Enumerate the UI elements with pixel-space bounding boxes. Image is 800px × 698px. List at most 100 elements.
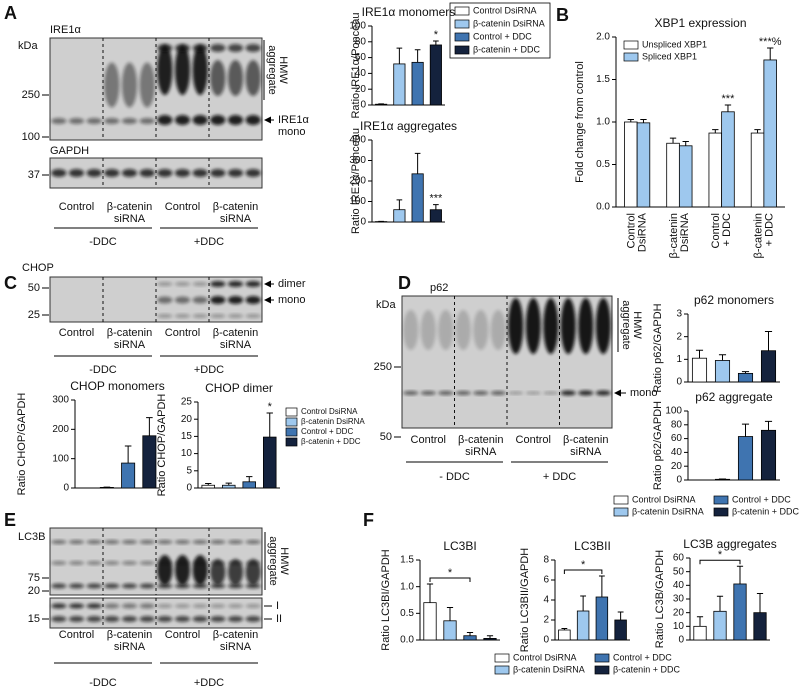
blot-band xyxy=(174,296,191,304)
bar xyxy=(714,360,731,383)
blot-band xyxy=(192,314,208,318)
chart-title: IRE1α monomers xyxy=(362,5,456,19)
blot-band xyxy=(157,616,173,622)
panel-label: D xyxy=(398,273,411,293)
lane-label: β-catenin xyxy=(563,434,608,446)
lane-label: siRNA xyxy=(570,446,602,458)
chart-title: LC3B aggregates xyxy=(683,537,776,551)
y-tick-label: 0.5 xyxy=(596,159,610,170)
significance-label: * xyxy=(434,29,439,41)
mw-marker: 15 xyxy=(28,613,40,625)
y-tick-label: 0 xyxy=(360,100,366,111)
y-tick-label: 60 xyxy=(671,433,683,444)
error-bar xyxy=(764,330,773,351)
y-axis-label: Ratio IRE1α/Ponceau xyxy=(350,12,362,118)
y-axis-label: Ratio p62/GAPDH xyxy=(652,401,664,490)
y-tick-label: 1.0 xyxy=(400,581,414,592)
blot-band xyxy=(104,603,120,609)
blot-band xyxy=(455,391,471,395)
y-tick-label: 100 xyxy=(665,406,682,417)
bar xyxy=(760,429,777,481)
y-tick-label: 20 xyxy=(181,414,193,425)
blot-band xyxy=(68,561,85,565)
blot-band xyxy=(121,583,138,589)
x-tick-label: β-catenin xyxy=(752,213,764,258)
blot-band xyxy=(86,603,102,609)
legend-label: Spliced XBP1 xyxy=(642,51,697,61)
blot-band xyxy=(51,603,67,609)
legend-label: β-catenin + DDC xyxy=(473,44,540,54)
band-label: II xyxy=(276,613,282,625)
blot-band xyxy=(403,310,419,350)
error-bar xyxy=(246,476,253,482)
blot-band xyxy=(192,555,208,585)
error-bar xyxy=(696,616,704,627)
mw-marker: 50 xyxy=(28,282,40,294)
legend-label: β-catenin DsiRNA xyxy=(301,417,365,426)
blot-band xyxy=(86,561,102,565)
legend-label: β-catenin DsiRNA xyxy=(473,18,545,28)
blot-band xyxy=(210,559,226,585)
error-bar xyxy=(741,423,750,437)
bar xyxy=(614,619,627,641)
blot-band xyxy=(227,169,244,177)
legend-swatch xyxy=(454,6,470,16)
lane-label: β-catenin xyxy=(213,629,258,641)
blot-band xyxy=(525,298,541,354)
y-tick-label: 20 xyxy=(355,84,367,95)
error-bar xyxy=(617,611,624,620)
legend-swatch xyxy=(594,653,610,663)
blot-band xyxy=(51,583,67,589)
lane-label: Control xyxy=(165,327,200,339)
blot-band xyxy=(245,616,261,622)
y-axis-label: Ratio CHOP/GAPDH xyxy=(156,394,168,497)
blot-band xyxy=(508,298,524,354)
blot-band xyxy=(157,169,173,177)
blot-band xyxy=(68,616,85,622)
blot-band xyxy=(595,390,611,396)
blot-band xyxy=(245,115,261,125)
blot-band xyxy=(157,604,173,608)
blot-band xyxy=(174,282,191,286)
blot-band xyxy=(157,282,173,286)
bar xyxy=(393,63,406,106)
blot-band xyxy=(543,298,559,354)
y-axis-label: Ratio LC3BI/GAPDH xyxy=(380,549,392,651)
blot-band xyxy=(68,603,85,609)
blot-band xyxy=(86,540,102,544)
blot-target: LC3B xyxy=(18,531,46,543)
lane-label: Control xyxy=(59,327,94,339)
error-bar xyxy=(446,606,454,621)
blot-band xyxy=(174,169,191,177)
legend-swatch xyxy=(454,19,470,29)
blot-band xyxy=(104,118,120,124)
lane-label: β-catenin xyxy=(213,201,258,213)
legend-label: β-catenin + DDC xyxy=(301,437,361,446)
arrow-label: mono xyxy=(278,294,306,306)
blot-band xyxy=(157,555,173,585)
legend-swatch xyxy=(285,427,298,437)
mw-marker: 250 xyxy=(22,89,40,101)
y-tick-label: 0 xyxy=(186,483,192,494)
blot-band xyxy=(420,391,436,395)
lane-label: β-catenin xyxy=(107,629,152,641)
blot-band xyxy=(86,169,102,177)
condition-label: +DDC xyxy=(194,677,224,689)
y-tick-label: 100 xyxy=(349,196,366,207)
blot-band xyxy=(578,390,594,396)
lane-label: β-catenin xyxy=(458,434,503,446)
mw-marker: 250 xyxy=(374,361,392,373)
blot-band xyxy=(192,616,208,622)
significance-label: *** xyxy=(429,192,443,204)
blot-band xyxy=(157,45,173,95)
lane-label: Control xyxy=(165,629,200,641)
y-tick-label: 400 xyxy=(349,135,366,146)
blot-band xyxy=(210,281,226,287)
blot-band xyxy=(245,559,261,585)
blot-band xyxy=(490,391,506,395)
bar xyxy=(142,435,157,489)
lane-label: siRNA xyxy=(465,446,497,458)
mw-marker: 37 xyxy=(28,169,40,181)
blot-band xyxy=(139,62,155,108)
blot-band xyxy=(121,118,138,124)
